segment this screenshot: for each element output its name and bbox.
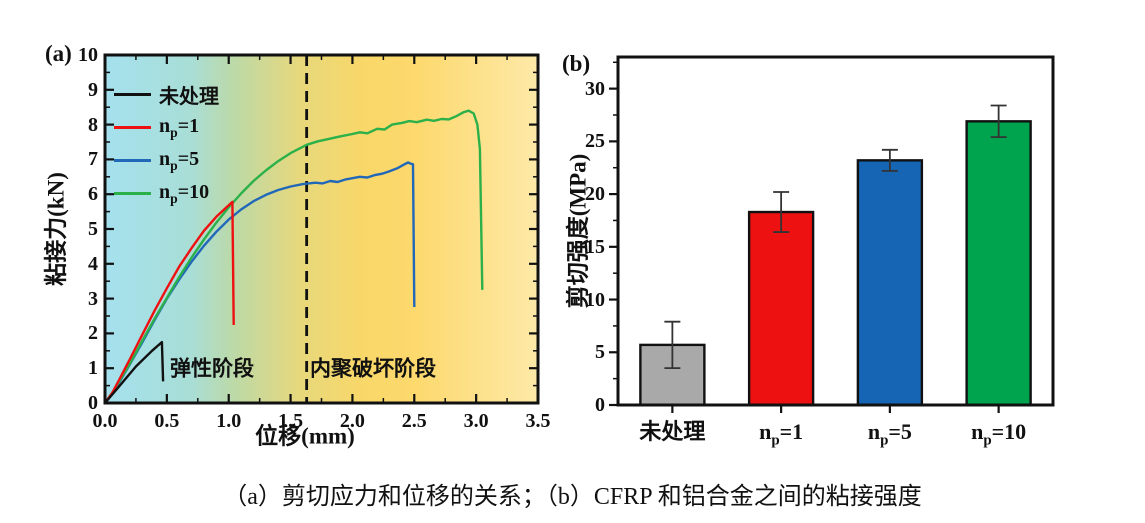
panel-a-x-axis-title: 位移(mm) bbox=[255, 423, 355, 449]
panel-a-y-tick-label: 7 bbox=[88, 148, 98, 171]
series-curve-3 bbox=[104, 109, 484, 404]
bar-1 bbox=[747, 210, 815, 407]
panel-a-y-axis-title: 粘接力(kN) bbox=[43, 172, 69, 286]
figure-caption: （a）剪切应力和位移的关系；（b）CFRP 和铝合金之间的粘接强度 bbox=[223, 484, 922, 510]
panel-a-x-tick-label: 1.0 bbox=[216, 410, 242, 432]
panel-b-category-label: 未处理 bbox=[639, 419, 706, 444]
legend-entry-label: np=5 bbox=[159, 147, 200, 173]
panel-a-label: (a) bbox=[45, 41, 72, 66]
panel-b-y-tick-label: 25 bbox=[585, 130, 605, 153]
bar-2 bbox=[856, 159, 924, 407]
panel-a-y-tick-label: 10 bbox=[78, 44, 98, 66]
panel-a-x-tick-label: 3.0 bbox=[463, 410, 489, 432]
legend-line-sample bbox=[114, 158, 151, 163]
panel-a-y-tick-label: 5 bbox=[88, 218, 98, 240]
panel-b-y-tick-label: 10 bbox=[585, 288, 605, 311]
legend-line-sample bbox=[114, 125, 151, 130]
panel-a-y-tick-label: 9 bbox=[88, 78, 98, 101]
legend-line-sample bbox=[114, 92, 151, 97]
legend-row-1: np=1 bbox=[114, 111, 219, 144]
panel-a-x-tick-label: 3.5 bbox=[525, 410, 551, 432]
panel-a-y-tick-label: 0 bbox=[88, 392, 98, 414]
panel-a-x-tick-label: 0.5 bbox=[154, 410, 180, 432]
panel-b-y-axis-title: 剪切强度(MPa) bbox=[565, 153, 591, 309]
panel-a-y-tick-label: 2 bbox=[88, 322, 98, 345]
panel-a-y-tick-label: 6 bbox=[88, 183, 98, 206]
panel-b-y-tick-label: 30 bbox=[585, 77, 605, 100]
panel-b-y-tick-label: 15 bbox=[585, 235, 605, 258]
panel-a-x-tick-label: 2.0 bbox=[339, 410, 365, 432]
panel-b-y-tick-label: 0 bbox=[595, 394, 605, 416]
panel-a-x-tick-label: 0.0 bbox=[92, 410, 118, 432]
legend-row-2: np=5 bbox=[114, 144, 219, 177]
panel-a-legend: 未处理 np=1 np=5 np=10 bbox=[114, 78, 219, 210]
panel-b-category-label: np=5 bbox=[867, 419, 912, 449]
panel-b-category-label: np=10 bbox=[971, 419, 1027, 449]
legend-entry-label: 未处理 bbox=[159, 86, 219, 108]
panel-b-y-tick-label: 20 bbox=[585, 183, 605, 206]
legend-row-3: np=10 bbox=[114, 177, 219, 210]
panel-b-category-label: np=1 bbox=[759, 419, 804, 449]
legend-line-sample bbox=[114, 191, 151, 196]
panel-a-y-tick-label: 4 bbox=[88, 252, 98, 275]
cohesive-failure-stage-annotation: 内聚破坏阶段 bbox=[310, 356, 436, 381]
panel-a-x-tick-label: 1.5 bbox=[278, 410, 304, 432]
series-curve-1 bbox=[104, 200, 235, 404]
panel-a-border bbox=[103, 53, 540, 405]
legend-entry-label: np=1 bbox=[159, 114, 200, 140]
panel-b-y-tick-label: 5 bbox=[595, 341, 605, 364]
bar-3 bbox=[965, 120, 1032, 407]
panel-a-y-tick-label: 8 bbox=[88, 113, 98, 136]
panel-a-x-tick-label: 2.5 bbox=[401, 410, 427, 432]
panel-a-y-tick-label: 3 bbox=[88, 287, 98, 310]
panel-b-label: (b) bbox=[562, 51, 591, 76]
elastic-stage-annotation: 弹性阶段 bbox=[170, 356, 254, 381]
legend-entry-label: np=10 bbox=[159, 180, 210, 206]
panel-b-border bbox=[616, 55, 1055, 407]
series-curve-0 bbox=[104, 340, 165, 404]
panel-a-y-tick-label: 1 bbox=[88, 357, 98, 380]
panel-a-plot-background bbox=[105, 55, 538, 403]
legend-row-0: 未处理 bbox=[114, 78, 219, 111]
